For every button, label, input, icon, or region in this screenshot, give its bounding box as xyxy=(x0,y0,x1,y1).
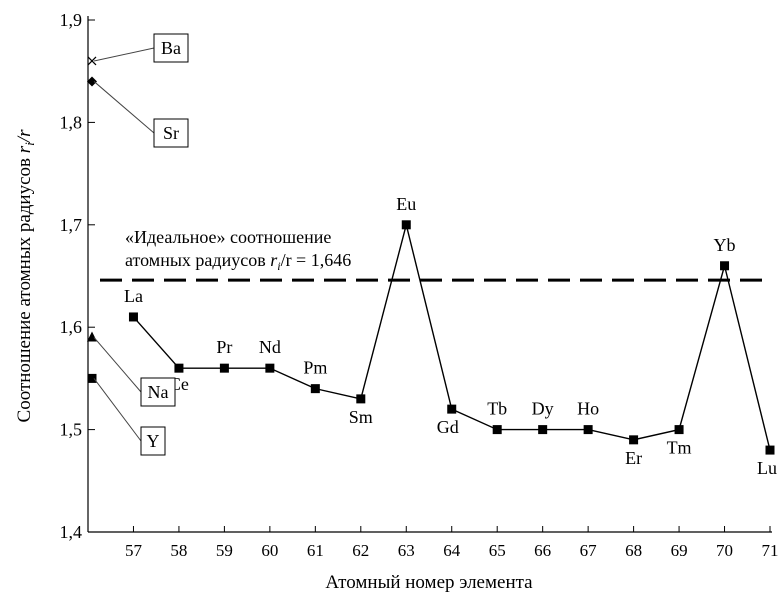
point-label-sm: Sm xyxy=(349,407,373,427)
point-label-tm: Tm xyxy=(667,438,692,458)
leader-line-y xyxy=(93,378,142,442)
x-tick-label: 62 xyxy=(352,541,369,560)
boxed-marker-sr xyxy=(87,76,97,87)
x-tick-label: 71 xyxy=(762,541,779,560)
label-box-sr xyxy=(153,118,189,148)
data-point-sm xyxy=(356,394,366,404)
data-point-yb xyxy=(720,261,730,271)
reference-line-label-2: атомных радиусов ri/r = 1,646 xyxy=(125,250,351,273)
y-axis-label-var: r xyxy=(14,145,35,153)
leader-line-na xyxy=(93,337,142,393)
x-tick-label: 69 xyxy=(671,541,688,560)
x-tick-label: 68 xyxy=(625,541,642,560)
x-tick-label: 58 xyxy=(170,541,187,560)
y-tick-label: 1,5 xyxy=(60,420,83,440)
data-point-pr xyxy=(219,363,229,373)
point-label-la: La xyxy=(124,286,143,306)
x-tick-label: 59 xyxy=(216,541,233,560)
x-tick-label: 61 xyxy=(307,541,324,560)
boxed-label-ba: Ba xyxy=(161,38,181,58)
y-tick-label: 1,7 xyxy=(60,215,83,235)
data-point-eu xyxy=(401,220,411,230)
leader-line-sr xyxy=(93,81,155,134)
boxed-label-sr: Sr xyxy=(163,123,179,143)
x-tick-label: 60 xyxy=(261,541,278,560)
y-axis-label: Соотношение атомных радиусов ri/r xyxy=(14,129,37,423)
boxed-points: Ba Sr Na Y xyxy=(87,33,189,456)
reference-line-label-1: «Идеальное» соотношение xyxy=(125,227,331,247)
data-point-tb xyxy=(492,425,502,435)
boxed-label-na: Na xyxy=(148,382,169,402)
y-ticks: 1,4 1,5 1,6 1,7 1,8 1,9 xyxy=(60,10,95,542)
y-tick-label: 1,8 xyxy=(60,112,83,132)
point-label-dy: Dy xyxy=(532,399,554,419)
axis-labels: Атомный номер элемента Соотношение атомны… xyxy=(14,129,533,593)
x-tick-label: 67 xyxy=(580,541,598,560)
data-point-er xyxy=(629,435,639,445)
x-tick-label: 57 xyxy=(125,541,143,560)
point-label-eu: Eu xyxy=(396,194,416,214)
data-point-nd xyxy=(265,363,275,373)
data-point-tm xyxy=(674,425,684,435)
point-label-pm: Pm xyxy=(303,358,327,378)
y-tick-label: 1,9 xyxy=(60,10,83,30)
reference-line-label-sub: i xyxy=(277,259,280,273)
data-point-lu xyxy=(765,445,775,455)
x-ticks: 57 58 59 60 61 62 63 64 65 66 67 68 69 70 71 xyxy=(125,526,779,560)
data-point-ho xyxy=(583,425,593,435)
point-label-pr: Pr xyxy=(216,337,232,357)
label-box-na xyxy=(140,377,176,407)
x-axis-label: Атомный номер элемента xyxy=(325,572,533,593)
boxed-label-y: Y xyxy=(147,431,160,451)
data-point-ce xyxy=(174,363,184,373)
reference-line-label-tail: /r = 1,646 xyxy=(281,250,352,270)
data-point-la xyxy=(128,312,138,322)
y-tick-label: 1,6 xyxy=(60,317,83,337)
point-label-tb: Tb xyxy=(487,399,507,419)
boxed-marker-y xyxy=(87,373,97,383)
label-box-ba xyxy=(153,33,189,63)
data-point-dy xyxy=(538,425,548,435)
point-label-er: Er xyxy=(625,448,642,468)
point-label-ho: Ho xyxy=(577,399,599,419)
y-axis-label-text: Соотношение атомных радиусов xyxy=(14,153,35,422)
label-box-y xyxy=(140,426,166,456)
leader-line-ba xyxy=(93,47,155,62)
x-tick-label: 63 xyxy=(398,541,415,560)
data-point-pm xyxy=(310,384,320,394)
x-tick-label: 64 xyxy=(443,541,461,560)
reference-line-group: «Идеальное» соотношение атомных радиусов … xyxy=(100,227,770,282)
y-axis-label-tail: /r xyxy=(14,129,35,143)
point-label-gd: Gd xyxy=(437,417,459,437)
boxed-marker-ba-b xyxy=(87,56,97,66)
x-tick-label: 70 xyxy=(716,541,733,560)
markers xyxy=(128,220,775,455)
point-label-lu: Lu xyxy=(757,458,777,478)
point-label-yb: Yb xyxy=(714,235,736,255)
point-label-nd: Nd xyxy=(259,337,281,357)
x-tick-label: 65 xyxy=(489,541,506,560)
reference-line-label-prefix: атомных радиусов xyxy=(125,250,270,270)
reference-line-label-var: r xyxy=(270,250,278,270)
y-tick-label: 1,4 xyxy=(60,522,83,542)
x-tick-label: 66 xyxy=(534,541,551,560)
y-axis-label-sub: i xyxy=(22,142,37,146)
boxed-marker-na xyxy=(87,331,97,342)
data-point-gd xyxy=(447,404,457,414)
axes xyxy=(87,16,772,533)
